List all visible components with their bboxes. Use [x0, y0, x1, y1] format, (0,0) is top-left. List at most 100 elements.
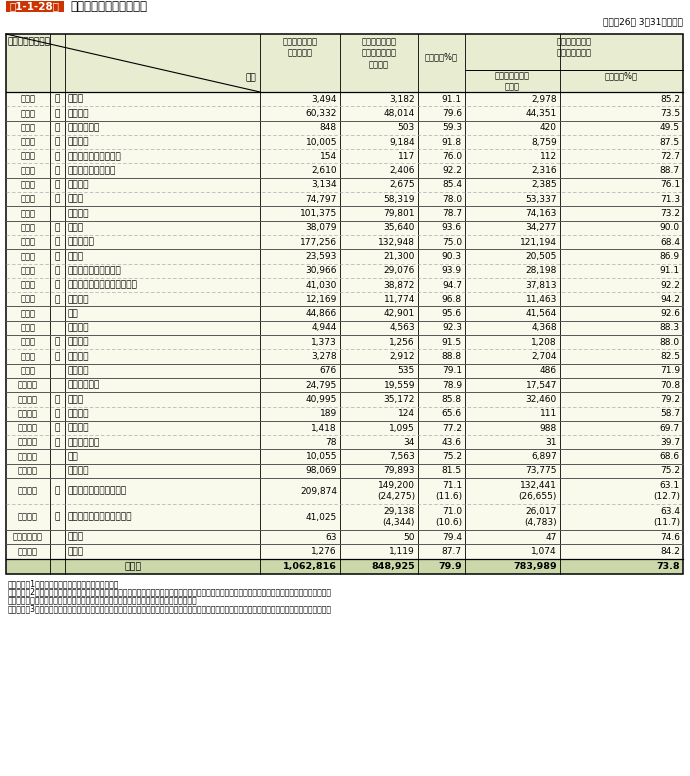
Bar — [6, 120, 683, 135]
Text: 112: 112 — [540, 152, 557, 161]
Text: （五）: （五） — [21, 237, 35, 247]
Text: る。（　）内は、部分的に選任又は作成されている防火対象物の数値である。: る。（ ）内は、部分的に選任又は作成されている防火対象物の数値である。 — [8, 596, 197, 605]
Text: 84.2: 84.2 — [660, 547, 680, 556]
Text: 73.2: 73.2 — [660, 209, 680, 218]
Text: （十六）: （十六） — [18, 513, 38, 521]
Text: 47: 47 — [546, 533, 557, 542]
Text: (26,655): (26,655) — [519, 492, 557, 501]
Text: 39.7: 39.7 — [660, 438, 680, 447]
Text: 68.4: 68.4 — [660, 237, 680, 247]
Text: 87.5: 87.5 — [660, 137, 680, 147]
Text: 特殊浴場: 特殊浴場 — [67, 338, 88, 347]
Text: （六）: （六） — [21, 252, 35, 261]
Text: 劇場等: 劇場等 — [67, 95, 83, 104]
Bar — [6, 407, 683, 421]
Text: 2　防火対象物の管理権原者が複数であるときは、そのすべてが防火管理者の選任又は防火管理に係る消防計画の作成をしている場合のみ計上す: 2 防火対象物の管理権原者が複数であるときは、そのすべてが防火管理者の選任又は防… — [8, 587, 332, 597]
Text: 24,795: 24,795 — [306, 381, 337, 390]
Text: （五）: （五） — [21, 223, 35, 232]
Text: 79.2: 79.2 — [660, 395, 680, 404]
Text: （二）: （二） — [21, 137, 35, 147]
Bar — [6, 235, 683, 249]
Bar — [6, 307, 683, 320]
Text: 料理店等: 料理店等 — [67, 181, 88, 189]
Bar — [6, 349, 683, 364]
Text: 77.2: 77.2 — [442, 424, 462, 432]
Bar — [6, 478, 683, 504]
Text: イ: イ — [55, 424, 60, 432]
Text: （十一）: （十一） — [18, 381, 38, 390]
Text: 34,277: 34,277 — [526, 223, 557, 232]
Text: 177,256: 177,256 — [300, 237, 337, 247]
Text: イ: イ — [55, 252, 60, 261]
Text: 59.3: 59.3 — [442, 123, 462, 132]
Text: 85.2: 85.2 — [660, 95, 680, 104]
Text: 71.3: 71.3 — [660, 195, 680, 204]
Text: 124: 124 — [398, 409, 415, 418]
Text: ロ: ロ — [55, 438, 60, 447]
Text: 93.9: 93.9 — [442, 266, 462, 275]
Text: 34: 34 — [404, 438, 415, 447]
Text: （一）: （一） — [21, 95, 35, 104]
Text: 65.6: 65.6 — [442, 409, 462, 418]
Text: ロ: ロ — [55, 237, 60, 247]
Text: 75.2: 75.2 — [660, 466, 680, 476]
Text: 35,172: 35,172 — [384, 395, 415, 404]
Text: 41,030: 41,030 — [306, 281, 337, 289]
Text: ロ: ロ — [55, 266, 60, 275]
Text: 486: 486 — [540, 366, 557, 376]
Text: 78.9: 78.9 — [442, 381, 462, 390]
Text: 23,593: 23,593 — [306, 252, 337, 261]
Text: 26,017: 26,017 — [526, 508, 557, 516]
Text: 項目: 項目 — [245, 73, 256, 82]
Text: 1,208: 1,208 — [531, 338, 557, 347]
Text: 9,184: 9,184 — [389, 137, 415, 147]
Text: イ: イ — [55, 95, 60, 104]
Text: （十四）: （十四） — [18, 452, 38, 461]
Text: 11,463: 11,463 — [526, 295, 557, 304]
Bar — [6, 364, 683, 378]
Text: 7,563: 7,563 — [389, 452, 415, 461]
Text: 92.3: 92.3 — [442, 324, 462, 332]
Text: 駐車場等: 駐車場等 — [67, 424, 88, 432]
Text: 117: 117 — [397, 152, 415, 161]
Bar — [6, 421, 683, 435]
Text: 74.6: 74.6 — [660, 533, 680, 542]
Text: 防火管理に係る
消防計画を作成: 防火管理に係る 消防計画を作成 — [557, 37, 591, 57]
Text: 420: 420 — [540, 123, 557, 132]
Text: 63.1: 63.1 — [660, 481, 680, 490]
Text: 防火対象物の区分: 防火対象物の区分 — [8, 37, 51, 46]
Text: 75.0: 75.0 — [442, 237, 462, 247]
Text: 93.6: 93.6 — [442, 223, 462, 232]
Bar — [6, 206, 683, 220]
Text: 503: 503 — [397, 123, 415, 132]
Text: 76.1: 76.1 — [660, 181, 680, 189]
Text: 94.2: 94.2 — [660, 295, 680, 304]
Text: （十六の二）: （十六の二） — [13, 533, 43, 542]
Text: 旅館等: 旅館等 — [67, 223, 83, 232]
Text: （十七）: （十七） — [18, 547, 38, 556]
Text: 3,278: 3,278 — [311, 352, 337, 361]
Text: 10,055: 10,055 — [306, 452, 337, 461]
Text: 49.5: 49.5 — [660, 123, 680, 132]
Text: 43.6: 43.6 — [442, 438, 462, 447]
Text: （七）: （七） — [21, 309, 35, 318]
Text: 73,775: 73,775 — [526, 466, 557, 476]
Text: 79.1: 79.1 — [442, 366, 462, 376]
Text: （六）: （六） — [21, 295, 35, 304]
Bar — [6, 504, 683, 530]
Text: 71.9: 71.9 — [660, 366, 680, 376]
Text: 遊技場等: 遊技場等 — [67, 137, 88, 147]
Text: イ: イ — [55, 181, 60, 189]
Text: 1,119: 1,119 — [389, 547, 415, 556]
Text: 68.6: 68.6 — [660, 452, 680, 461]
Text: イ: イ — [55, 123, 60, 132]
Text: ニ: ニ — [55, 166, 60, 175]
Text: 783,989: 783,989 — [513, 562, 557, 571]
Text: 全国の防火管理実施状況: 全国の防火管理実施状況 — [70, 0, 147, 13]
Text: （十）: （十） — [21, 366, 35, 376]
Text: （九）: （九） — [21, 338, 35, 347]
Text: 82.5: 82.5 — [660, 352, 680, 361]
Text: ニ: ニ — [55, 295, 60, 304]
Text: 848: 848 — [320, 123, 337, 132]
Text: 149,200: 149,200 — [378, 481, 415, 490]
